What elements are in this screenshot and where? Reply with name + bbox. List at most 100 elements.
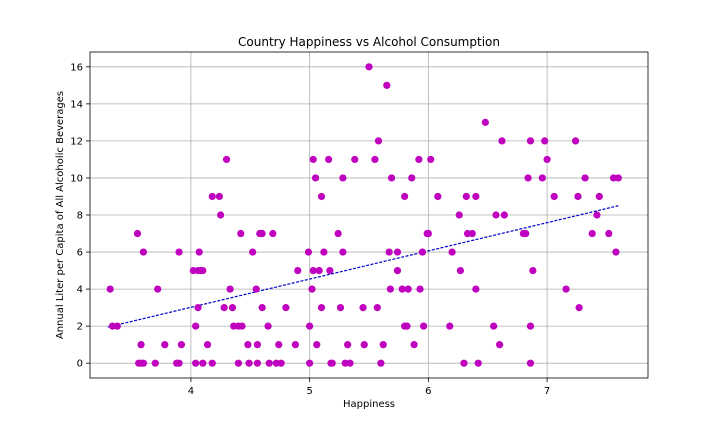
data-point [291,341,299,349]
data-point [408,174,416,182]
data-point [177,341,186,349]
data-point [420,322,428,330]
data-point [208,192,216,201]
y-tick-label: 0 [77,359,83,370]
data-point [371,155,379,164]
data-point [222,155,231,164]
data-point [320,248,328,256]
data-point [522,229,530,238]
data-point [387,174,396,182]
data-point [139,359,148,367]
x-tick-label: 6 [425,386,431,397]
data-point [228,304,237,312]
data-point [336,304,345,312]
data-point [208,359,216,367]
data-point [106,285,114,293]
data-point [237,229,245,238]
data-point [550,192,558,201]
data-point [199,266,207,275]
data-point [151,359,159,367]
data-point [269,229,277,238]
data-point [379,341,387,349]
data-point [456,266,465,275]
data-point [605,229,613,238]
data-point [339,248,347,256]
data-point [526,359,535,367]
data-point [226,285,234,293]
data-point [264,322,272,330]
data-point [175,248,183,256]
data-point [526,322,535,330]
data-point [344,341,352,349]
data-point [401,192,409,201]
data-point [252,285,260,293]
data-point [365,63,373,71]
data-point [543,155,551,164]
data-point [481,118,489,126]
data-point [175,359,183,367]
data-point [472,285,480,293]
data-point [403,322,411,330]
data-point [385,248,393,256]
data-point [154,285,162,293]
data-point [315,266,323,275]
data-point [393,248,402,256]
data-point [277,359,285,367]
data-point [612,248,620,256]
data-point [593,211,601,219]
data-point [326,266,334,275]
data-point [351,155,359,164]
x-tick-label: 4 [188,386,194,397]
data-point [238,322,246,330]
data-point [498,137,506,145]
x-tick-label: 5 [306,386,312,397]
data-point [203,341,212,349]
data-point [245,359,253,367]
data-point [360,341,368,349]
y-tick-label: 2 [77,322,83,333]
data-point [571,137,580,145]
data-point [538,174,546,182]
y-tick-label: 14 [70,99,83,110]
data-point [334,229,342,238]
data-point [306,322,314,330]
data-point [404,285,412,293]
data-point [383,81,391,89]
data-point [526,137,535,145]
data-point [133,229,142,238]
x-tick-label: 7 [544,386,550,397]
data-point [462,192,470,201]
data-point [308,285,316,293]
data-point [427,155,435,164]
y-tick-label: 4 [77,285,83,296]
data-point [614,174,622,182]
data-point [275,341,283,349]
data-point [220,304,228,312]
data-point [199,359,207,367]
data-point [194,304,202,312]
data-point [328,359,336,367]
data-point [339,174,347,182]
data-point [393,266,402,275]
data-point [325,155,333,164]
chart-title: Country Happiness vs Alcohol Consumption [238,35,500,49]
data-point [192,322,200,330]
data-point [309,266,317,275]
data-point [317,304,326,312]
data-point [258,304,266,312]
y-tick-label: 8 [77,211,83,222]
y-tick-label: 12 [70,136,83,147]
data-point [415,155,423,164]
data-point [195,248,203,256]
data-point [265,359,273,367]
data-point [468,229,476,238]
data-point [410,341,418,349]
data-point [416,285,424,293]
data-point [448,248,456,256]
data-point [139,248,148,256]
data-point [346,359,354,367]
y-tick-label: 10 [70,173,83,184]
data-point [386,285,394,293]
data-point [113,322,121,330]
